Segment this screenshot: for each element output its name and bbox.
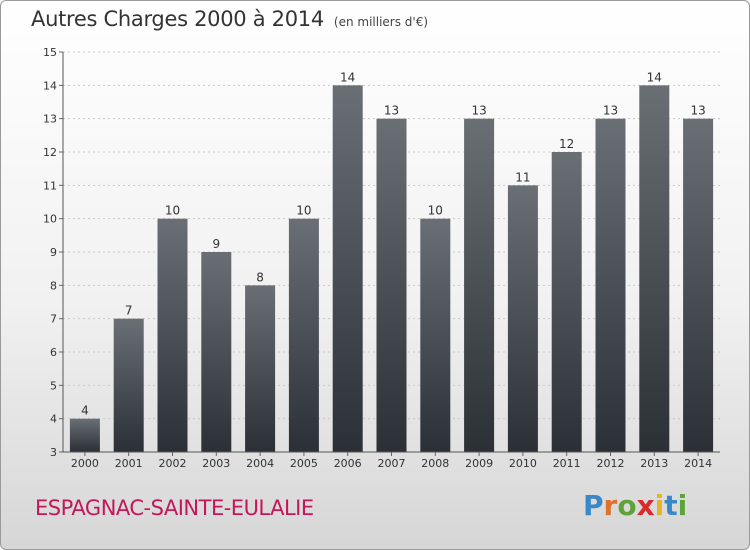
x-tick-label: 2009 <box>465 457 493 470</box>
x-tick-label: 2008 <box>421 457 449 470</box>
y-tick-label: 3 <box>50 446 57 459</box>
x-tick-label: 2014 <box>684 457 712 470</box>
unit-label: (en milliers d'€) <box>333 15 429 29</box>
x-tick-label: 2007 <box>378 457 406 470</box>
logo-letter: i <box>677 489 688 522</box>
y-tick-label: 8 <box>50 279 57 292</box>
x-tick-label: 2005 <box>290 457 318 470</box>
bar <box>69 418 100 452</box>
y-tick-label: 9 <box>50 246 57 259</box>
bar <box>288 218 319 452</box>
bar <box>464 118 495 453</box>
x-tick-label: 2010 <box>509 457 537 470</box>
bar-value-label: 10 <box>428 204 443 218</box>
y-tick-label: 4 <box>50 413 57 426</box>
bar-value-label: 12 <box>559 137 574 151</box>
bar-value-label: 10 <box>296 204 311 218</box>
y-tick-label: 10 <box>43 213 57 226</box>
proxiti-logo: Proxiti <box>583 489 687 522</box>
x-tick-label: 2002 <box>159 457 187 470</box>
bar-value-label: 4 <box>81 404 89 418</box>
bar-value-label: 13 <box>603 104 618 118</box>
x-tick-label: 2011 <box>553 457 581 470</box>
logo-letter: t <box>664 489 678 522</box>
logo-letter: x <box>636 489 655 522</box>
x-tick-label: 2006 <box>334 457 362 470</box>
bar-value-label: 13 <box>690 104 705 118</box>
chart-title: Autres Charges 2000 à 2014 (en milliers d… <box>31 7 428 31</box>
x-tick-label: 2013 <box>640 457 668 470</box>
y-tick-label: 6 <box>50 346 57 359</box>
bar <box>420 218 451 452</box>
bar <box>157 218 188 452</box>
bar <box>683 118 714 453</box>
logo-letter: i <box>654 489 665 522</box>
title-text: Autres Charges 2000 à 2014 <box>31 7 324 31</box>
y-tick-label: 13 <box>43 113 57 126</box>
y-tick-label: 12 <box>43 146 57 159</box>
logo-letter: r <box>603 489 618 522</box>
x-tick-label: 2000 <box>71 457 99 470</box>
bar <box>201 252 232 452</box>
bar <box>595 118 626 453</box>
y-tick-label: 15 <box>43 46 57 59</box>
x-tick-label: 2004 <box>246 457 274 470</box>
bar-value-label: 13 <box>384 104 399 118</box>
logo-letter: P <box>583 489 604 522</box>
y-tick-label: 14 <box>43 79 57 92</box>
bar-value-label: 9 <box>212 237 220 251</box>
bar <box>113 318 144 452</box>
x-tick-label: 2012 <box>597 457 625 470</box>
x-tick-label: 2003 <box>202 457 230 470</box>
bar <box>245 285 276 452</box>
bar-value-label: 8 <box>256 270 264 284</box>
bar-value-label: 7 <box>125 304 133 318</box>
bar-value-label: 10 <box>165 204 180 218</box>
bar <box>376 118 407 453</box>
bar <box>551 152 582 452</box>
y-tick-label: 7 <box>50 313 57 326</box>
bar <box>332 85 363 452</box>
y-tick-label: 5 <box>50 379 57 392</box>
bar-value-label: 14 <box>340 70 355 84</box>
bar <box>639 85 670 452</box>
bar-value-label: 14 <box>647 70 662 84</box>
y-tick-label: 11 <box>43 179 57 192</box>
bar-value-label: 13 <box>471 104 486 118</box>
commune-name: ESPAGNAC-SAINTE-EULALIE <box>35 496 314 520</box>
bar-value-label: 11 <box>515 170 530 184</box>
x-tick-label: 2001 <box>115 457 143 470</box>
bar <box>507 185 538 453</box>
logo-letter: o <box>617 489 637 522</box>
